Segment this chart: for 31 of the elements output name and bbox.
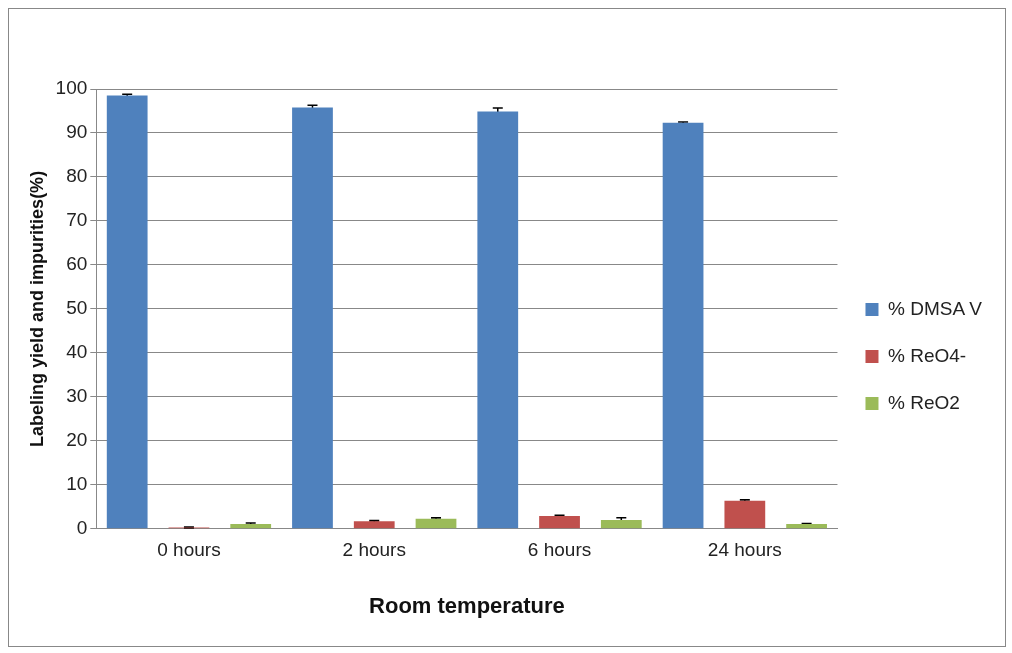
bar	[724, 500, 766, 529]
bar	[353, 521, 395, 529]
legend-label: % ReO2	[887, 391, 960, 413]
bar	[106, 95, 148, 529]
legend-label: % DMSA V	[887, 297, 983, 319]
y-tick-label: 20	[66, 429, 88, 451]
bar	[415, 518, 457, 529]
y-tick-label: 60	[66, 253, 88, 275]
y-tick-label: 80	[66, 165, 88, 187]
bar	[230, 523, 272, 529]
x-tick-label: 24 hours	[707, 539, 782, 561]
y-tick-label: 100	[55, 77, 88, 99]
x-tick-label: 6 hours	[527, 539, 592, 561]
y-tick-label: 0	[76, 517, 88, 539]
y-axis-title: Labeling yield and impurities(%)	[26, 170, 47, 447]
bar	[539, 516, 580, 529]
legend-label: % ReO4-	[887, 344, 967, 366]
x-axis-title: Room temperature	[369, 592, 565, 618]
bar	[662, 122, 704, 529]
y-tick-label: 70	[66, 209, 88, 231]
y-tick-label: 40	[66, 341, 88, 363]
y-tick-label: 90	[66, 121, 88, 143]
bar	[477, 111, 519, 529]
y-tick-label: 10	[66, 473, 88, 495]
y-tick-label: 50	[66, 297, 88, 319]
bar	[600, 520, 642, 529]
bar	[786, 523, 827, 529]
y-tick-label: 30	[66, 385, 88, 407]
x-tick-label: 0 hours	[157, 539, 221, 561]
x-tick-label: 2 hours	[342, 539, 406, 561]
bar	[292, 107, 333, 529]
